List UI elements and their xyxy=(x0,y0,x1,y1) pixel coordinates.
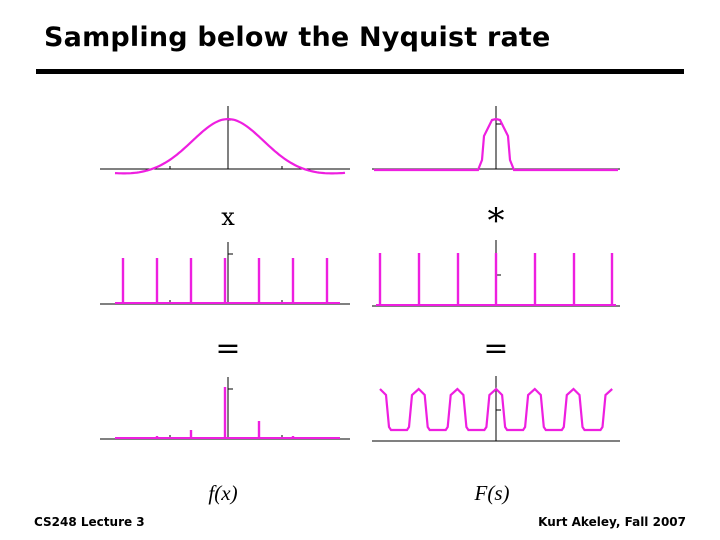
panel-gaussian-spectrum xyxy=(372,106,620,172)
footer-author: Kurt Akeley, Fall 2007 xyxy=(538,515,686,529)
footer-course: CS248 Lecture 3 xyxy=(34,515,145,529)
convolve-operator: * xyxy=(488,201,505,241)
spatial-domain-label: f(x) xyxy=(208,481,237,505)
slide-title: Sampling below the Nyquist rate xyxy=(44,22,551,53)
frequency-domain-label: F(s) xyxy=(474,481,510,505)
aliased-spectrum-curve xyxy=(379,387,613,432)
panel-sampled-signal xyxy=(100,377,350,440)
panel-impulse-train-spectrum xyxy=(372,240,620,307)
panel-aliased-spectrum xyxy=(372,376,620,442)
spectrum-curve xyxy=(374,117,618,172)
title-divider xyxy=(36,69,684,74)
gaussian-curve xyxy=(114,118,346,175)
panel-impulse-train xyxy=(100,242,350,305)
panel-gaussian xyxy=(100,106,350,175)
multiply-operator: x xyxy=(221,203,235,231)
equals-operator-left: = xyxy=(215,331,240,366)
equals-operator-right: = xyxy=(483,331,508,366)
